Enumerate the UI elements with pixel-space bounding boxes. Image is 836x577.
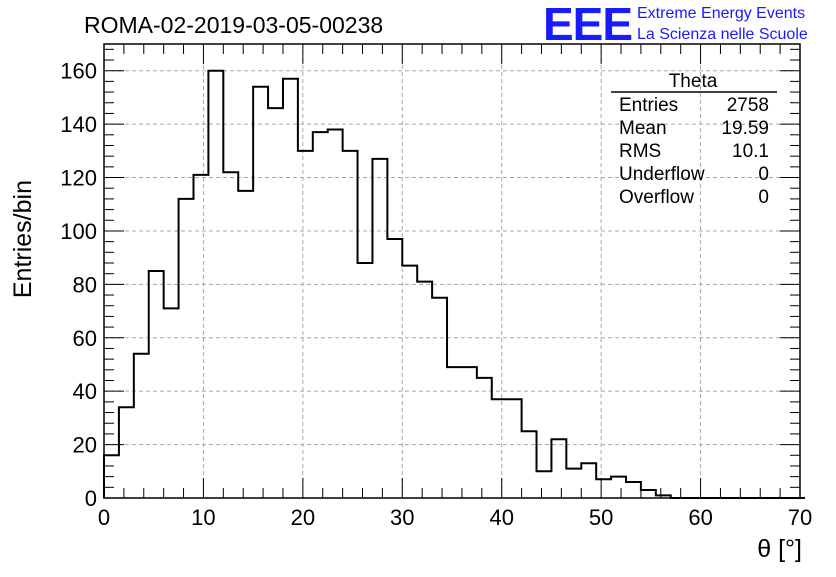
stats-label: Entries: [619, 95, 678, 116]
x-tick-label: 60: [688, 505, 712, 530]
histogram-bin: [119, 407, 134, 498]
histogram-bin: [313, 132, 328, 498]
x-axis-title: θ [°]: [757, 535, 802, 563]
logo-line-2: La Scienza nelle Scuole: [637, 26, 808, 43]
x-tick-label: 40: [489, 505, 513, 530]
tick-labels: 0 10 20 30 40 50 60 70 0 20 40 60 80 100 120 140 160: [60, 59, 812, 530]
histogram-bin: [402, 266, 417, 498]
y-tick-label: 160: [60, 59, 97, 84]
histogram-bin: [522, 431, 537, 498]
stats-value: 0: [758, 164, 769, 185]
x-tick-label: 20: [291, 505, 315, 530]
plot-frame: [103, 43, 801, 499]
stats-value: 0: [758, 187, 769, 208]
histogram-bin: [253, 87, 268, 498]
histogram-bin: [492, 399, 507, 498]
histogram-bin: [432, 298, 447, 498]
stats-title: Theta: [669, 71, 718, 92]
histogram-bin: [626, 482, 641, 498]
logo-letters: EEE: [543, 0, 632, 50]
histogram-bin: [537, 471, 552, 498]
eee-logo: EEE Extreme Energy Events La Scienza nel…: [543, 0, 808, 50]
x-tick-label: 70: [788, 505, 812, 530]
histogram-bin: [298, 151, 313, 498]
axis-ticks: [103, 44, 801, 499]
x-tick-label: 30: [390, 505, 414, 530]
histogram-bin: [283, 79, 298, 498]
stats-label: Underflow: [619, 164, 705, 185]
histogram-bin: [611, 477, 626, 498]
logo-line-1: Extreme Energy Events: [637, 5, 805, 22]
histogram-bin: [566, 469, 581, 498]
histogram-bin: [208, 71, 223, 498]
histogram-bin: [343, 151, 358, 498]
y-tick-label: 0: [85, 486, 97, 511]
histogram-bin: [447, 367, 462, 498]
histogram-bin: [551, 439, 566, 498]
histogram-bin: [372, 159, 387, 498]
y-tick-label: 120: [60, 166, 97, 191]
histogram-bins: [104, 71, 671, 498]
histogram-bin: [462, 367, 477, 498]
histogram-bin: [328, 129, 343, 498]
histogram-bin: [477, 378, 492, 498]
histogram-bin: [507, 399, 522, 498]
stats-value: 2758: [727, 95, 769, 116]
x-tick-label: 10: [191, 505, 215, 530]
stats-value: 10.1: [732, 141, 769, 162]
x-tick-label: 50: [589, 505, 613, 530]
stats-label: Overflow: [619, 187, 694, 208]
chart-title: ROMA-02-2019-03-05-00238: [84, 12, 383, 38]
histogram-bin: [149, 271, 164, 498]
histogram-bin: [134, 354, 149, 498]
y-tick-label: 140: [60, 112, 97, 137]
stats-value: 19.59: [721, 118, 769, 139]
histogram-bin: [358, 263, 373, 498]
histogram-bin: [641, 490, 656, 498]
stats-box: Theta Entries 2758 Mean 19.59 RMS 10.1 Underfl…: [611, 71, 777, 208]
stats-label: RMS: [619, 141, 661, 162]
histogram-bin: [596, 479, 611, 498]
y-tick-label: 20: [73, 433, 97, 458]
histogram-bin: [238, 191, 253, 498]
stats-label: Mean: [619, 118, 667, 139]
histogram-bin: [193, 175, 208, 498]
histogram-bin: [581, 463, 596, 498]
y-tick-label: 60: [73, 326, 97, 351]
histogram-bin: [179, 199, 194, 498]
histogram-bin: [164, 308, 179, 498]
histogram-outline: [103, 69, 805, 499]
y-tick-label: 40: [73, 379, 97, 404]
y-tick-label: 100: [60, 219, 97, 244]
histogram-bin: [223, 172, 238, 498]
y-axis-title: Entries/bin: [9, 180, 37, 298]
y-tick-label: 80: [73, 272, 97, 297]
histogram-bin: [387, 239, 402, 498]
histogram-bin: [268, 108, 283, 498]
histogram-bin: [417, 282, 432, 498]
x-tick-label: 0: [98, 505, 110, 530]
stats-rows: Entries 2758 Mean 19.59 RMS 10.1 Underflow 0 Ove…: [619, 95, 769, 208]
